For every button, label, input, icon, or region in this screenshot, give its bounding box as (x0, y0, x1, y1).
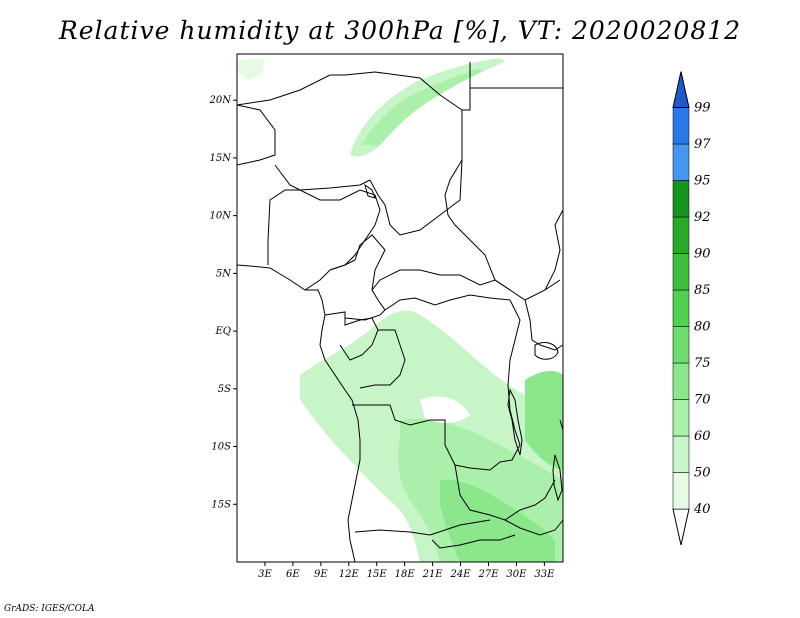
colorbar-label: 85 (694, 283, 711, 298)
border-mali-niger (274, 164, 371, 191)
colorbar-label: 50 (694, 466, 711, 481)
map-title: Relative humidity at 300hPa [%], VT: 202… (58, 16, 742, 45)
colorbar-label: 95 (694, 174, 711, 189)
colorbar-segment (672, 107, 690, 145)
lat-tick-label: 10S (211, 442, 231, 453)
lat-tick-label: 5N (216, 268, 232, 279)
colorbar-segment (672, 326, 690, 364)
border-ethiopia (544, 209, 564, 291)
lat-tick-label: 20N (209, 95, 233, 106)
colorbar-label: 99 (694, 101, 711, 116)
colorbar-label: 40 (693, 502, 711, 517)
border-nigeria (267, 189, 381, 291)
lon-tick-label: 18E (395, 569, 416, 580)
border-angola-namibia (354, 519, 491, 536)
colorbar-label: 80 (694, 320, 711, 335)
lake-victoria (534, 342, 559, 360)
border-car-congo (384, 294, 511, 311)
lon-tick-label: 24E (450, 569, 472, 580)
humidity-shading (237, 58, 563, 562)
border-sahel (236, 104, 276, 166)
lon-tick-label: 12E (339, 569, 360, 580)
colorbar-label: 60 (694, 429, 711, 444)
border-sudan (444, 159, 561, 301)
border-algeria (236, 74, 345, 106)
border-niger-chad (369, 110, 463, 236)
colorbar-upper-arrow (672, 71, 690, 108)
lon-tick-label: 9E (314, 569, 328, 580)
colorbar-segment (672, 216, 690, 254)
colorbar-segment (672, 289, 690, 327)
colorbar-segment (672, 253, 690, 291)
colorbar-segment (672, 143, 690, 181)
border-drc-angola (352, 404, 501, 471)
grads-credit: GrADS: IGES/COLA (4, 604, 95, 614)
border-kenya-uganda (524, 299, 564, 351)
border-gabon (324, 311, 379, 361)
border-libya (344, 62, 471, 111)
humidity-region-east (525, 370, 563, 470)
border-botswana (431, 534, 516, 549)
colorbar-label: 92 (694, 210, 711, 225)
border-congo (359, 329, 406, 389)
lon-tick-label: 6E (286, 569, 300, 580)
humidity-patch-nw (237, 58, 265, 80)
colorbar-segment (672, 180, 690, 218)
colorbar-label: 70 (694, 393, 711, 408)
border-cameroon (329, 234, 386, 321)
coastline-west-africa (236, 264, 361, 563)
lat-tick-label: 15N (210, 153, 233, 164)
colorbar-label: 75 (694, 356, 711, 371)
country-borders (236, 62, 564, 563)
border-zimbabwe (504, 519, 564, 536)
lat-tick-label: 15S (211, 499, 231, 510)
humidity-band-north-inner (362, 68, 482, 145)
lat-tick-label: EQ (215, 326, 232, 337)
humidity-patch-dry (420, 396, 470, 423)
colorbar-label: 97 (694, 137, 711, 152)
lon-tick-label: 27E (477, 569, 499, 580)
longitude-ticks: 3E 6E 9E 12E 15E 18E 21E 24E 27E 30E 33E (258, 562, 555, 580)
border-car (371, 269, 511, 291)
lat-tick-label: 10N (210, 211, 233, 222)
colorbar-segment (672, 435, 690, 473)
lake-chad (364, 183, 376, 199)
lon-tick-label: 3E (258, 569, 272, 580)
lake-malawi (552, 454, 563, 502)
map-frame (236, 53, 564, 563)
colorbar: 40 50 60 70 75 80 85 90 92 95 97 99 (672, 71, 711, 546)
lat-tick-label: 5S (218, 384, 231, 395)
lon-tick-label: 30E (506, 569, 527, 580)
colorbar-segment (672, 362, 690, 400)
colorbar-label: 90 (694, 247, 711, 262)
colorbar-lower-arrow (672, 508, 690, 546)
colorbar-segment (672, 399, 690, 437)
lon-tick-label: 33E (534, 569, 555, 580)
humidity-region-south-core (440, 479, 555, 562)
lon-tick-label: 21E (422, 569, 444, 580)
colorbar-segment (672, 472, 690, 510)
lon-tick-label: 15E (367, 569, 388, 580)
latitude-ticks: 20N 15N 10N 5N EQ 5S 10S 15S (209, 95, 237, 510)
lake-tanganyika (507, 388, 523, 456)
